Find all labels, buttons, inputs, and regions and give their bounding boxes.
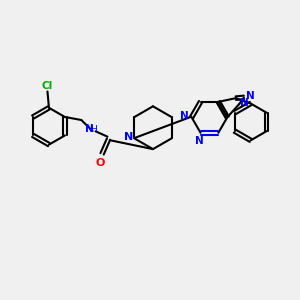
Text: H: H — [90, 125, 97, 134]
Text: O: O — [96, 158, 105, 168]
Text: N: N — [246, 91, 255, 101]
Text: N: N — [195, 136, 204, 146]
Text: N: N — [180, 111, 189, 121]
Text: N: N — [240, 98, 249, 108]
Text: Cl: Cl — [41, 81, 52, 91]
Text: N: N — [85, 124, 94, 134]
Text: N: N — [124, 132, 133, 142]
